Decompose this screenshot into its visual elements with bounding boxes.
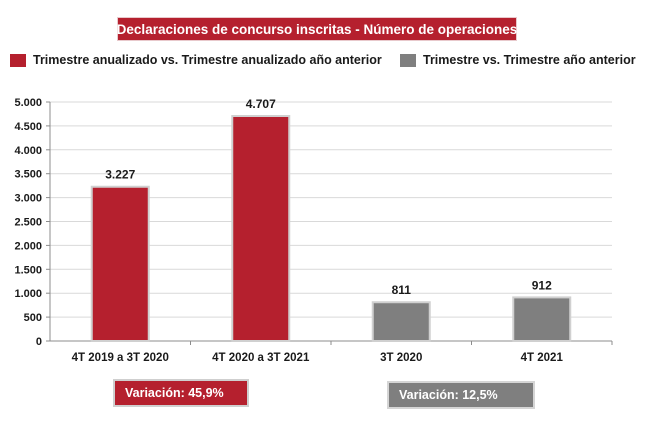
bar [512,296,572,343]
y-tick-label: 3.000 [14,193,42,205]
y-tick-label: 1.500 [14,264,42,276]
y-tick-label: 3.500 [14,169,42,181]
legend-swatch-grey [400,53,416,67]
legend-item-annualized: Trimestre anualizado vs. Trimestre anual… [10,53,382,67]
y-tick-label: 2.500 [14,217,42,229]
y-tick-label: 1.000 [14,288,42,300]
data-label: 4.707 [246,97,276,111]
chart-title: Declaraciones de concurso inscritas - Nú… [117,17,517,41]
bar [371,301,431,342]
y-tick-label: 2.000 [14,240,42,252]
legend-label-quarter: Trimestre vs. Trimestre año anterior [423,53,636,67]
y-tick-label: 500 [24,312,42,324]
y-tick-label: 4.000 [14,145,42,157]
x-tick-label: 4T 2019 a 3T 2020 [72,352,169,364]
legend-label-annualized: Trimestre anualizado vs. Trimestre anual… [33,53,382,67]
bar [231,115,291,342]
legend-item-quarter: Trimestre vs. Trimestre año anterior [400,53,636,67]
x-tick-label: 3T 2020 [380,352,422,364]
variation-quarter-box: Variación: 12,5% [387,381,535,409]
y-tick-label: 5.000 [14,97,42,109]
y-tick-label: 4.500 [14,121,42,133]
data-label: 912 [532,278,552,292]
legend-swatch-red [10,53,26,67]
y-tick-label: 0 [36,336,42,348]
x-tick-label: 4T 2021 [521,352,564,364]
legend: Trimestre anualizado vs. Trimestre anual… [10,53,650,75]
data-label: 3.227 [105,168,135,182]
variation-annualized-box: Variación: 45,9% [113,379,249,407]
bar [90,185,150,342]
data-label: 811 [392,283,412,297]
x-tick-label: 4T 2020 a 3T 2021 [212,352,310,364]
